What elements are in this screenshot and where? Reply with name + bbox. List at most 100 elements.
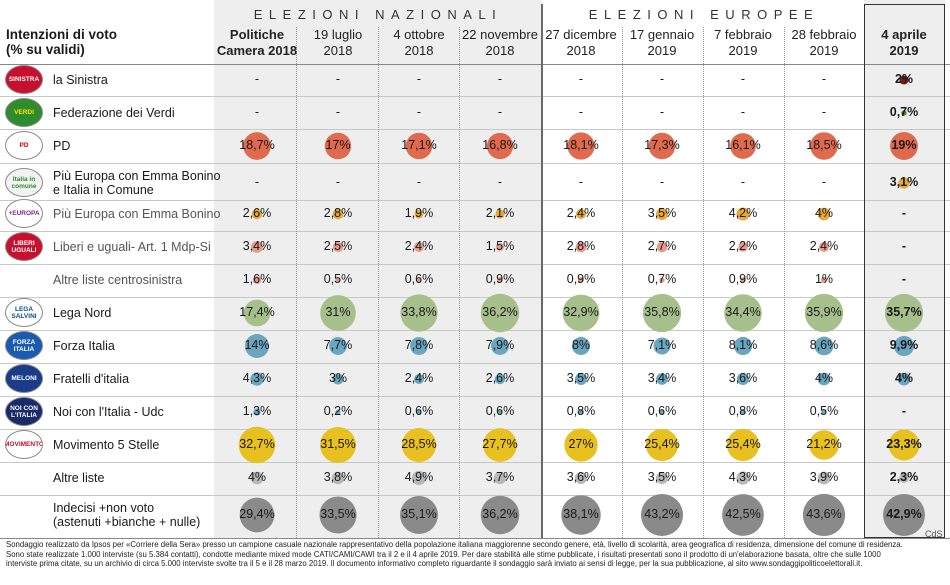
value-bubble [659,409,665,415]
value-bubble [804,293,844,333]
value-label: 43,2% [644,507,680,521]
row-rule [0,96,950,97]
value-label: 27,7% [482,437,518,451]
party-name: la Sinistra [53,73,108,87]
value-bubble [320,295,356,331]
credit: CdS [925,529,943,539]
value-label: 8% [571,338,591,352]
value-bubble [335,277,341,283]
value-label: 0,9% [566,272,596,286]
value-bubble [495,209,505,219]
value-bubble [243,132,271,160]
value-label: 4% [814,206,834,220]
value-label: 3,7% [485,470,515,484]
party-logo-icon: VERDI [5,98,43,127]
value-bubble [493,471,507,485]
value-label: 34,4% [725,305,761,319]
value-label: 36,2% [482,507,518,521]
value-label: 28,5% [401,437,437,451]
value-bubble [575,241,587,253]
value-label: - [578,72,584,86]
value-label: 3,4% [242,239,272,253]
column-header: 22 novembre 2018 [462,27,538,58]
column-header: 28 febbraio 2019 [791,27,857,58]
section-european: ELEZIONI EUROPEE [588,7,820,22]
value-label: 2,7% [647,239,677,253]
value-label: 1% [814,272,834,286]
value-bubble [414,374,424,384]
party-logo-icon: SINISTRA [5,65,43,94]
value-label: 42,5% [725,507,761,521]
value-label: 0,9% [728,272,758,286]
value-label: - [821,175,827,189]
row-rule [0,462,950,463]
column-header: 19 luglio 2018 [313,27,363,58]
value-bubble [414,209,424,219]
value-bubble [245,334,269,358]
value-label: 8,6% [809,338,839,352]
value-label: 2,8% [323,206,353,220]
value-label: 4% [247,470,267,484]
value-bubble [486,132,514,160]
value-label: 2,4% [404,371,434,385]
party-logo-icon: LIBERI UGUALI [5,232,43,261]
row-rule [0,297,950,298]
value-label: 31% [325,305,351,319]
value-bubble [561,495,601,535]
value-label: - [335,72,341,86]
value-label: - [416,72,422,86]
value-label: 2,8% [566,239,596,253]
party-name: Movimento 5 Stelle [53,438,160,452]
value-label: 33,5% [320,507,356,521]
value-bubble [480,495,520,535]
value-label: 2,4% [404,239,434,253]
value-label: 27% [568,437,594,451]
value-bubble [653,337,671,355]
value-label: - [497,105,503,119]
value-label: - [901,206,907,220]
value-label: 0,8% [566,404,596,418]
value-label: 7,9% [485,338,515,352]
value-bubble [888,429,920,461]
party-name: Altre liste [53,471,105,485]
value-bubble [724,294,762,332]
value-label: 2,2% [728,239,758,253]
value-label: 3,5% [647,206,677,220]
row-rule [0,129,950,130]
value-bubble [810,132,838,160]
value-bubble [324,132,352,160]
value-label: 31,5% [320,437,356,451]
value-bubble [726,428,760,462]
value-bubble [410,337,428,355]
party-name: Liberi e uguali- Art. 1 Mdp-Si [53,240,211,254]
value-label: 4,2% [728,206,758,220]
value-label: 35,7% [886,305,922,319]
value-label: - [740,175,746,189]
column-header: 7 febbraio 2019 [714,27,772,58]
value-bubble [329,337,347,355]
value-label: 35,9% [806,305,842,319]
row-rule [0,330,950,331]
value-label: 32,7% [239,437,275,451]
value-bubble [817,372,831,386]
value-bubble [640,493,684,537]
party-logo-icon: FORZA ITALIA [5,331,43,360]
value-label: 33,8% [401,305,437,319]
value-bubble [564,428,598,462]
party-logo-icon: +EUROPA [5,199,43,228]
value-label: - [578,105,584,119]
party-name: Più Europa con Emma Bonino [53,207,221,221]
value-bubble [319,496,357,534]
column-separator [784,27,785,538]
value-label: 3,6% [728,371,758,385]
value-label: 38,1% [563,507,599,521]
value-bubble [884,293,924,333]
column-header: Politiche Camera 2018 [216,27,298,58]
value-label: 3% [328,371,348,385]
value-label: 3,9% [809,470,839,484]
value-bubble [239,497,275,533]
value-bubble [483,428,517,462]
value-bubble [659,277,665,283]
value-bubble [251,241,263,253]
